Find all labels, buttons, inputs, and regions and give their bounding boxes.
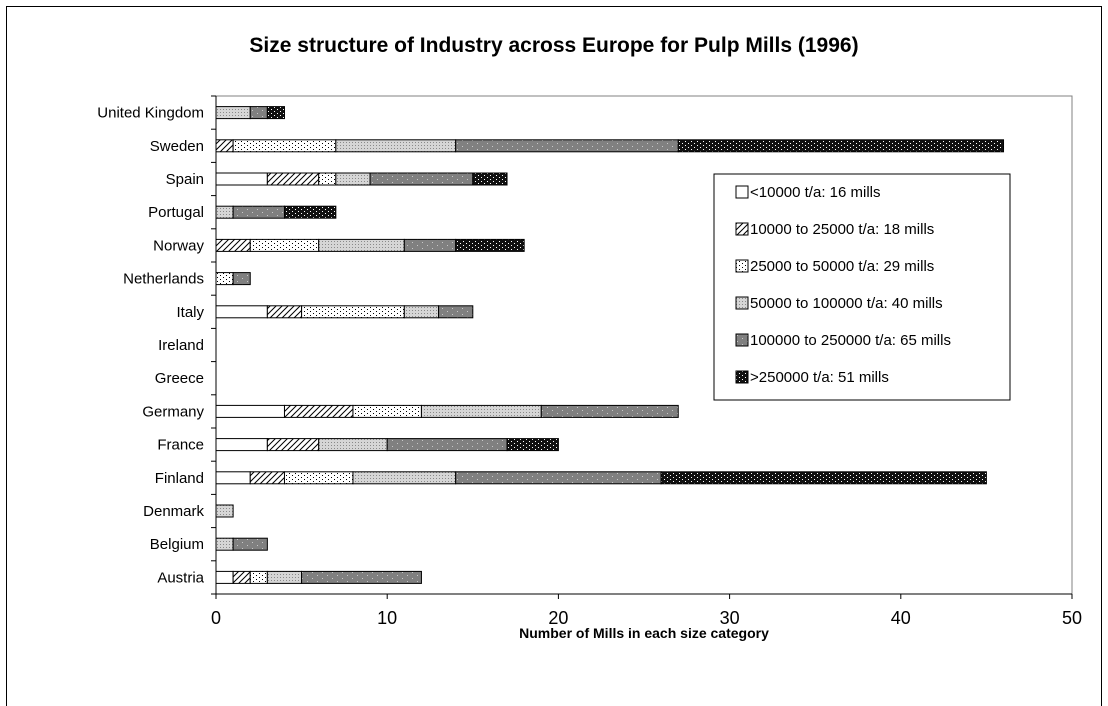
legend-label-6: >250000 t/a: 51 mills — [750, 369, 889, 386]
y-tick-label-spain: Spain — [166, 171, 204, 188]
bar-spain-series-5 — [369, 172, 474, 186]
x-tick-label-50: 50 — [1062, 608, 1082, 628]
y-tick-label-italy: Italy — [176, 304, 204, 321]
bar-portugal-series-6 — [283, 205, 337, 219]
bar-france-series-2 — [266, 438, 320, 452]
bar-germany-series-5 — [540, 404, 679, 418]
bar-portugal-series-4 — [215, 205, 234, 219]
y-tick-label-denmark: Denmark — [143, 503, 204, 520]
bar-italy-series-5 — [438, 305, 474, 319]
bar-austria-series-3 — [249, 570, 268, 584]
bar-finland-series-1 — [215, 471, 251, 485]
bar-finland-series-2 — [249, 471, 285, 485]
bar-finland-series-5 — [455, 471, 662, 485]
legend-swatch-3 — [735, 259, 749, 273]
bar-finland-series-4 — [352, 471, 457, 485]
y-tick-label-france: France — [157, 437, 204, 454]
bar-spain-series-4 — [335, 172, 371, 186]
bar-norway-series-5 — [403, 238, 457, 252]
legend: <10000 t/a: 16 mills 10000 to 25000 t/a: … — [713, 173, 1011, 401]
bar-spain-series-2 — [266, 172, 320, 186]
legend-swatch-4 — [735, 296, 749, 310]
y-tick-label-netherlands: Netherlands — [123, 271, 204, 288]
bar-norway-series-6 — [455, 238, 525, 252]
bar-italy-series-3 — [301, 305, 405, 319]
legend-label-4: 50000 to 100000 t/a: 40 mills — [750, 295, 943, 312]
y-tick-label-austria: Austria — [157, 569, 204, 586]
legend-label-5: 100000 to 250000 t/a: 65 mills — [750, 332, 951, 349]
bar-united-kingdom-series-6 — [266, 106, 285, 120]
bar-austria-series-1 — [215, 570, 234, 584]
legend-label-3: 25000 to 50000 t/a: 29 mills — [750, 258, 934, 275]
bar-italy-series-2 — [266, 305, 303, 319]
bar-germany-series-2 — [283, 404, 354, 418]
legend-swatch-2 — [735, 222, 749, 236]
legend-label-2: 10000 to 25000 t/a: 18 mills — [750, 221, 934, 238]
bar-sweden-series-3 — [232, 139, 337, 153]
x-tick-label-10: 10 — [377, 608, 397, 628]
bar-spain-series-1 — [215, 172, 268, 186]
bar-sweden-series-6 — [677, 139, 1005, 153]
bar-austria-series-2 — [232, 570, 251, 584]
bar-sweden-series-4 — [335, 139, 457, 153]
x-axis-title: Number of Mills in each size category — [519, 625, 769, 641]
y-tick-label-finland: Finland — [155, 470, 204, 487]
y-tick-label-germany: Germany — [142, 403, 204, 420]
chart-title: Size structure of Industry across Europe… — [249, 34, 859, 57]
y-tick-label-portugal: Portugal — [148, 204, 204, 221]
legend-box — [713, 173, 1011, 401]
bar-united-kingdom-series-4 — [215, 106, 251, 120]
bar-norway-series-3 — [249, 238, 320, 252]
bar-united-kingdom-series-5 — [249, 106, 268, 120]
bars-layer — [215, 106, 1005, 584]
bar-belgium-series-4 — [215, 537, 234, 551]
bar-italy-series-1 — [215, 305, 268, 319]
y-tick-label-belgium: Belgium — [150, 536, 204, 553]
bar-portugal-series-5 — [232, 205, 285, 219]
y-tick-label-united-kingdom: United Kingdom — [97, 105, 204, 122]
bar-germany-series-4 — [420, 404, 542, 418]
bar-sweden-series-5 — [455, 139, 679, 153]
bar-austria-series-4 — [266, 570, 303, 584]
bar-france-series-1 — [215, 438, 268, 452]
bar-germany-series-3 — [352, 404, 422, 418]
legend-swatch-6 — [735, 370, 749, 384]
bar-italy-series-4 — [403, 305, 440, 319]
bar-finland-series-6 — [660, 471, 987, 485]
bar-belgium-series-5 — [232, 537, 268, 551]
bar-sweden-series-2 — [215, 139, 234, 153]
bar-norway-series-2 — [215, 238, 251, 252]
x-tick-label-40: 40 — [891, 608, 911, 628]
axes-layer: United Kingdom Sweden Spain Portugal Norway N… — [97, 95, 1082, 628]
bar-spain-series-3 — [318, 172, 337, 186]
x-tick-label-30: 30 — [720, 608, 740, 628]
bar-finland-series-3 — [283, 471, 354, 485]
y-tick-label-ireland: Ireland — [158, 337, 204, 354]
bar-netherlands-series-3 — [215, 272, 234, 286]
y-tick-label-sweden: Sweden — [150, 138, 204, 155]
bar-denmark-series-4 — [215, 504, 234, 518]
y-tick-label-norway: Norway — [153, 237, 204, 254]
bar-norway-series-4 — [318, 238, 405, 252]
x-tick-label-0: 0 — [211, 608, 221, 628]
x-tick-label-20: 20 — [548, 608, 568, 628]
bar-spain-series-6 — [472, 172, 508, 186]
bar-france-series-5 — [386, 438, 508, 452]
y-tick-label-greece: Greece — [155, 370, 204, 387]
bar-netherlands-series-5 — [232, 272, 251, 286]
legend-swatch-5 — [735, 333, 749, 347]
bar-france-series-6 — [506, 438, 559, 452]
legend-label-1: <10000 t/a: 16 mills — [750, 184, 881, 201]
bar-austria-series-5 — [301, 570, 422, 584]
bar-france-series-4 — [318, 438, 388, 452]
legend-swatch-1 — [735, 185, 749, 199]
bar-germany-series-1 — [215, 404, 285, 418]
